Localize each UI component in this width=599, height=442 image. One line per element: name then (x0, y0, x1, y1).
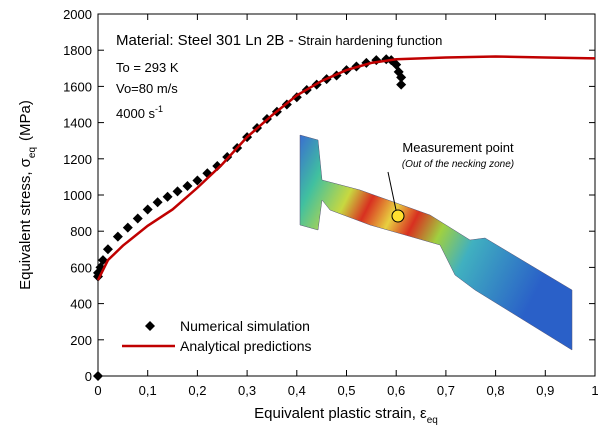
y-tick-label: 600 (70, 260, 92, 275)
y-label-sub: eq (27, 147, 38, 158)
y-tick-label: 2000 (63, 7, 92, 22)
legend-swatch (145, 321, 155, 331)
data-point (152, 197, 163, 208)
x-tick-label: 0 (94, 383, 101, 398)
title-sub: Strain hardening function (298, 33, 443, 48)
data-point (162, 191, 173, 202)
x-tick-label: 0,5 (337, 383, 355, 398)
data-point (212, 161, 223, 172)
y-label-text: Equivalent stress, σ (17, 157, 34, 290)
annotation: Vo=80 m/s (116, 81, 178, 96)
y-tick-label: 800 (70, 224, 92, 239)
x-tick-label: 0,4 (288, 383, 306, 398)
data-point (192, 175, 203, 186)
y-tick-label: 1200 (63, 152, 92, 167)
x-tick-label: 0,9 (536, 383, 554, 398)
data-point (102, 244, 113, 255)
annotation: Measurement point (402, 140, 514, 155)
y-tick-label: 1400 (63, 116, 92, 131)
data-point (396, 79, 407, 90)
data-point (396, 72, 407, 83)
data-point (182, 180, 193, 191)
x-label-text: Equivalent plastic strain, ε (254, 405, 427, 422)
annotation: (Out of the necking zone) (402, 159, 514, 170)
x-tick-label: 0,2 (188, 383, 206, 398)
data-point (142, 204, 153, 215)
x-tick-label: 0,8 (487, 383, 505, 398)
data-point (132, 213, 143, 224)
pointer-line (387, 171, 397, 211)
data-point (361, 57, 372, 68)
rate: 4000 s (116, 106, 156, 121)
legend-label: Numerical simulation (180, 318, 310, 334)
y-label-unit: (MPa) (17, 100, 34, 141)
legend-label: Analytical predictions (180, 338, 312, 354)
y-tick-label: 1800 (63, 43, 92, 58)
data-point (172, 186, 183, 197)
measurement-marker (391, 209, 405, 223)
x-tick-label: 0,3 (238, 383, 256, 398)
x-axis-label: Equivalent plastic strain, εeq (254, 405, 438, 426)
analytical-line (96, 55, 596, 281)
specimen-image (299, 134, 573, 351)
title-main: Material: Steel 301 Ln 2B - (116, 32, 298, 49)
y-tick-label: 1000 (63, 188, 92, 203)
data-point (122, 222, 133, 233)
y-tick-label: 1600 (63, 79, 92, 94)
x-tick-label: 0,1 (139, 383, 157, 398)
y-tick-label: 200 (70, 333, 92, 348)
data-point (93, 371, 103, 381)
x-label-sub: eq (427, 415, 438, 426)
x-tick-label: 1 (591, 383, 598, 398)
y-axis-label: Equivalent stress, σeq (MPa) (17, 100, 38, 290)
x-tick-label: 0,6 (387, 383, 405, 398)
x-tick-label: 0,7 (437, 383, 455, 398)
rate-exponent: -1 (155, 104, 163, 114)
chart-title: Material: Steel 301 Ln 2B - Strain harde… (116, 32, 442, 49)
y-tick-label: 400 (70, 297, 92, 312)
annotation: To = 293 K (116, 60, 179, 75)
y-tick-label: 0 (85, 369, 92, 384)
annotation: 4000 s-1 (116, 104, 163, 121)
data-point (112, 231, 123, 242)
